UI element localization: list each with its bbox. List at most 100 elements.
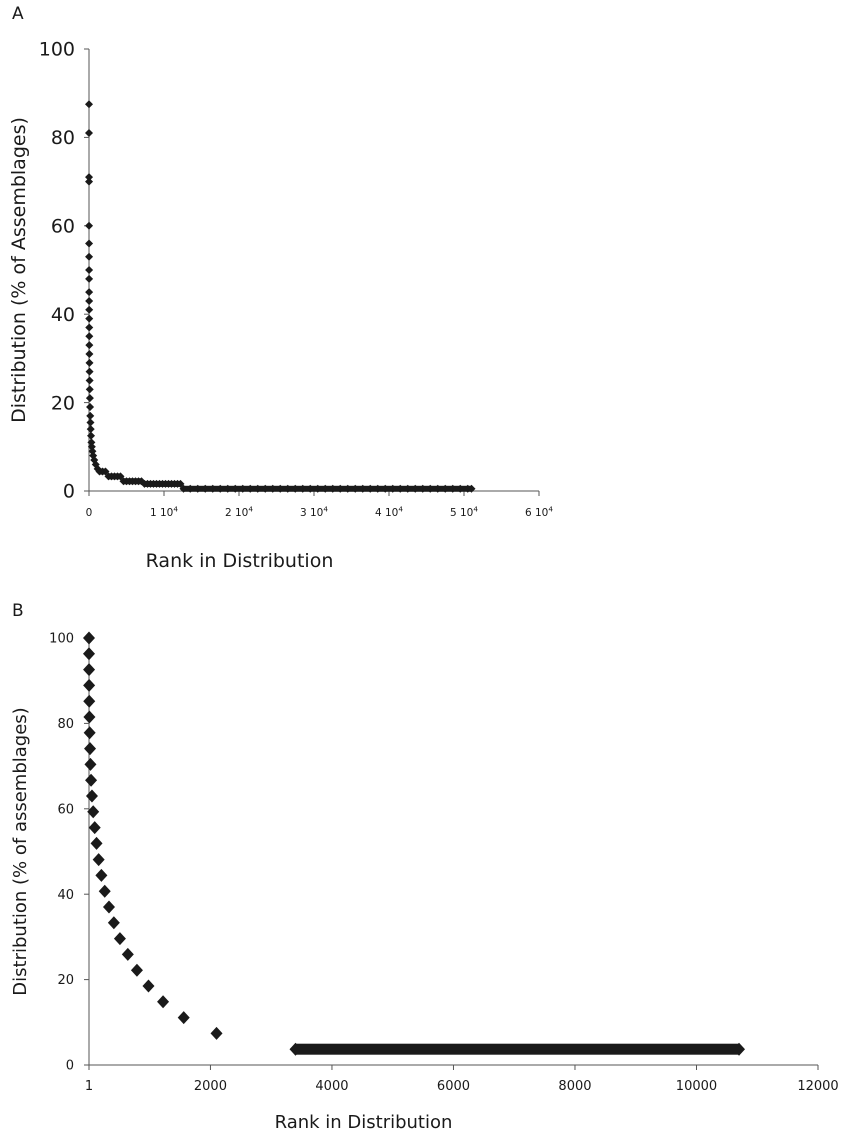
chart-a-data-point [99,468,103,475]
chart-b-y-tick-label: 20 [57,973,74,988]
chart-a-data-point [287,485,296,492]
chart-a-data-point [117,473,121,480]
chart-a-data-point [85,173,94,182]
chart-a-y-tick-label: 20 [51,392,75,414]
chart-a-data-point [111,473,115,480]
chart-a-x-tick-label: 5 104 [450,504,478,519]
chart-b-data-point [87,805,100,819]
chart-a-data-point [280,485,288,492]
chart-b-data-point [113,932,126,946]
chart-b-data-point [130,963,143,977]
chart-b-data-point [295,1043,740,1055]
chart-a-data-point [355,485,363,492]
panel-a-label: A [12,4,24,24]
chart-a-data-point [452,485,461,492]
chart-a-data-point [310,485,318,492]
chart-a-data-point [362,485,371,492]
chart-a-data-point [242,485,251,492]
chart-b-data-point [84,742,97,756]
chart-b-data-point [85,789,98,803]
chart-b-data-point [210,1026,223,1040]
chart-b-data-point [142,979,155,993]
chart-b-x-tick-label: 4000 [315,1079,348,1094]
chart-a-data-point [171,480,175,487]
chart-b-x-tick-label: 6000 [437,1079,470,1094]
chart-a-data-point [86,403,95,412]
chart-b-x-tick-label: 1 [85,1079,93,1094]
chart-a-data-point [340,485,348,492]
chart-a-y-tick-label: 40 [51,304,75,326]
chart-a-data-point [257,485,266,492]
chart-a-data-point [174,480,178,487]
chart-b-x-tick-label: 10000 [676,1079,717,1094]
chart-a-data-point [150,480,154,487]
chart-a-data-point [85,296,94,305]
chart-a-data-point [168,480,172,487]
chart-b-data-point [92,853,105,867]
chart-b-data-point [102,900,115,914]
panel-b-label: B [12,601,24,621]
chart-a-data-point [430,485,438,492]
chart-a-data-point [85,332,94,341]
chart-b-data-point [157,995,170,1009]
chart-a-data-point [85,376,94,385]
chart-a-data-point [265,485,273,492]
chart-b-y-tick-label: 40 [57,888,74,903]
chart-a-x-tick-label: 2 104 [225,504,253,519]
chart-b-y-axis-title: Distribution (% of assemblages) [10,707,31,995]
chart-a-data-point [85,314,94,323]
chart-a-data-point [85,288,94,297]
chart-a-data-point [123,478,127,485]
chart-a-data-point [156,480,160,487]
chart-b-data-point [83,663,96,677]
chart-b-y-tick-label: 60 [57,802,74,817]
chart-b-data-point [84,757,97,771]
chart-b-data-point [121,947,134,961]
chart-a-data-point [87,431,96,440]
chart-a-y-tick-label: 60 [51,215,75,237]
chart-b-y-tick-label: 80 [57,717,74,732]
chart-a-y-tick-label: 100 [39,39,75,61]
chart-b-data-point [83,647,95,661]
chart-a-data-point [177,480,181,487]
chart-a-data-point [85,349,94,358]
chart-a-data-point [332,485,341,492]
chart-a-data-point [325,485,333,492]
chart-a-data-point [85,367,94,376]
chart-b-y-tick-label: 100 [49,632,74,647]
chart-b-x-tick-label: 12000 [797,1079,838,1094]
chart-b-data-point [83,726,96,740]
chart-a-data-point [86,425,95,434]
chart-b-data-point [83,631,95,645]
chart-a-x-tick-label: 6 104 [525,504,553,519]
chart-a-data-point [102,468,106,475]
chart-a-data-point [445,485,453,492]
chart-b-data-point [83,710,96,724]
chart-a-y-axis-title: Distribution (% of Assemblages) [8,117,30,423]
chart-a-data-point [250,485,258,492]
chart-a-data-point [162,480,166,487]
chart-a-data-point [135,478,139,485]
chart-b-y-tick-label: 0 [66,1059,74,1074]
chart-a-data-point [400,485,408,492]
chart-a-data-point [85,252,94,261]
chart-a-data-point [147,480,151,487]
chart-a-data-point [220,485,228,492]
chart-a-data-point [437,485,446,492]
chart-a-data-point [85,221,94,230]
chart-a-data-point [114,473,118,480]
chart-a-data-point [86,418,95,427]
chart-a-data-point [190,485,198,492]
chart-a-data-point [85,266,94,274]
chart-a-data-point [85,385,94,394]
chart-b-data-point [177,1011,190,1025]
chart-a-data-point [467,485,472,492]
chart-a-data-point [205,485,213,492]
chart-a-data-point [85,177,94,186]
chart-a-data-point [85,323,94,332]
chart-a-data-point [317,485,326,492]
chart-a-data-point [159,480,163,487]
chart-a-data-point [377,485,386,492]
chart-a-data-point [227,485,236,492]
